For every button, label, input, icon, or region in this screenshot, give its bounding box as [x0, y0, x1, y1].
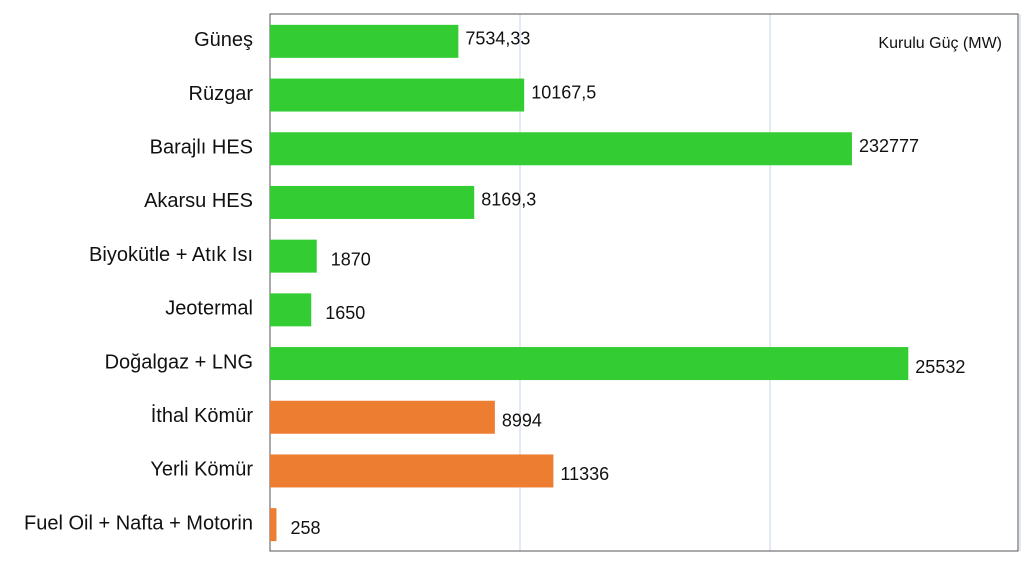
category-label: Barajlı HES: [150, 137, 253, 159]
category-label: Rüzgar: [189, 83, 254, 105]
category-label: Fuel Oil + Nafta + Motorin: [24, 512, 253, 534]
category-label: Yerli Kömür: [150, 459, 253, 481]
category-label: Biyokütle + Atık Isı: [89, 244, 253, 266]
value-label: 1650: [325, 303, 365, 323]
bar: [270, 400, 495, 434]
bar: [270, 132, 852, 166]
category-label: Güneş: [194, 29, 253, 51]
value-label: 8169,3: [481, 190, 536, 210]
bar: [270, 508, 277, 542]
bar: [270, 454, 554, 488]
bar: [270, 293, 312, 327]
value-label: 10167,5: [531, 82, 596, 102]
category-label: Doğalgaz + LNG: [105, 351, 253, 373]
value-label: 1870: [331, 249, 371, 269]
value-label: 258: [290, 518, 320, 538]
bar: [270, 347, 909, 381]
value-label: 25532: [915, 357, 965, 377]
value-label: 232777: [859, 136, 919, 156]
value-label: 7534,33: [465, 29, 530, 49]
value-label: 8994: [502, 411, 542, 431]
bar: [270, 185, 475, 219]
plot-frame: [269, 13, 1019, 552]
value-label: 11336: [560, 464, 609, 484]
bar: [270, 24, 459, 58]
bar: [270, 239, 317, 273]
category-label: Akarsu HES: [144, 190, 253, 212]
category-label: Jeotermal: [165, 298, 253, 320]
bar: [270, 78, 525, 112]
category-label: İthal Kömür: [151, 404, 254, 427]
annotation: Kurulu Güç (MW): [878, 35, 1002, 52]
